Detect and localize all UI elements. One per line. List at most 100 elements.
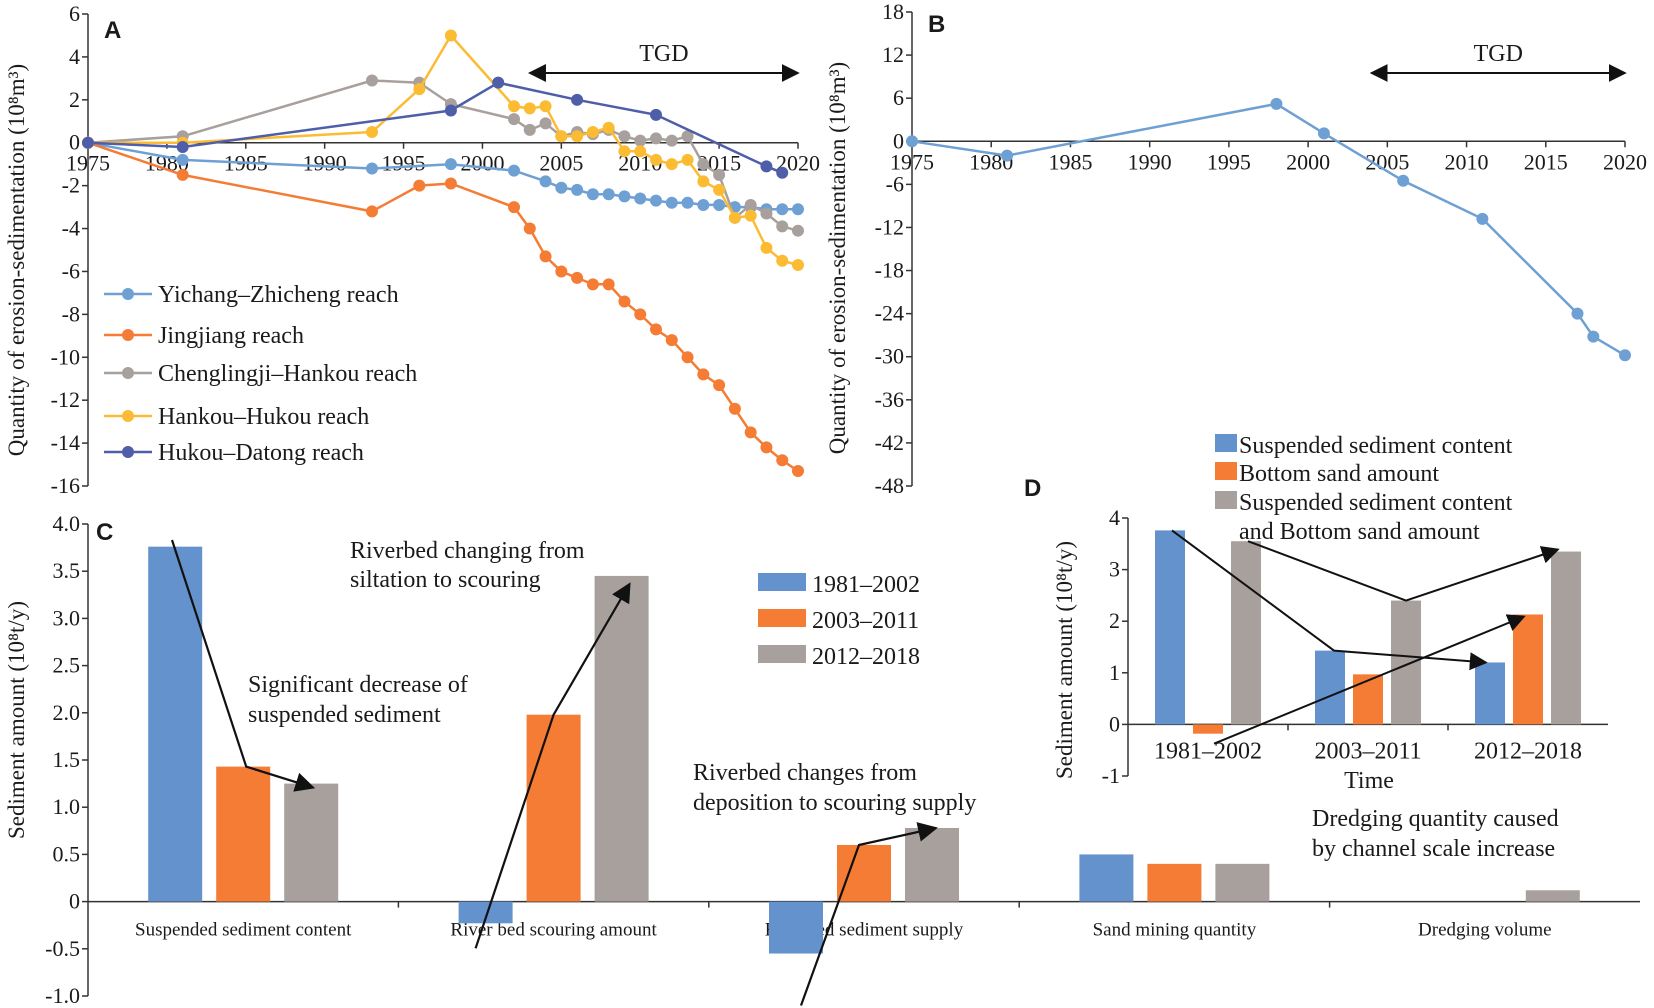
data-point [681, 153, 694, 166]
data-point [697, 198, 710, 211]
data-point [176, 168, 189, 181]
data-point [176, 141, 189, 154]
y-tick-label: 3 [1109, 557, 1120, 582]
category-label: River bed scouring amount [450, 920, 657, 941]
data-point [555, 181, 568, 194]
legend-label: and Bottom sand amount [1239, 519, 1480, 545]
data-point [713, 198, 726, 211]
data-point [744, 209, 757, 222]
y-tick-label: -8 [62, 301, 80, 326]
bar [1391, 600, 1421, 725]
y-tick-label: -10 [51, 344, 80, 369]
category-label: 2003–2011 [1314, 738, 1421, 764]
y-tick-label: -12 [51, 387, 80, 412]
y-tick-label: -36 [875, 387, 904, 412]
data-point [634, 192, 647, 205]
data-point [1270, 97, 1283, 110]
data-point [555, 130, 568, 143]
panel-b-line-chart: B Quantity of erosion-sedimentation (10⁸… [825, 0, 1647, 498]
bar [1079, 854, 1134, 902]
data-point [697, 368, 710, 381]
y-tick-label: 4 [1109, 505, 1120, 530]
data-point [634, 145, 647, 158]
annotation-text: Riverbed changing from [350, 538, 585, 564]
panel-d-label: D [1024, 475, 1041, 502]
data-point [634, 308, 647, 321]
series-line [87, 141, 798, 211]
data-point [792, 464, 804, 477]
bar [1215, 863, 1270, 902]
trend-arrow [474, 582, 631, 949]
legend-label: Hankou–Hukou reach [158, 404, 369, 430]
x-tick-label: 1990 [1128, 149, 1172, 174]
legend-label: Yichang–Zhicheng reach [158, 282, 399, 308]
trend-arrow [1247, 540, 1560, 602]
data-point [681, 351, 694, 364]
data-point [539, 100, 552, 113]
data-point [906, 135, 918, 148]
panel-d-x-axis-label: Time [1344, 768, 1394, 794]
panel-c-y-axis-label: Sediment amount (10⁸t/y) [4, 601, 29, 839]
panel-b-label: B [928, 11, 945, 38]
data-point [650, 323, 662, 336]
data-point [602, 188, 615, 201]
data-point [760, 241, 773, 254]
bar [837, 844, 891, 902]
y-tick-label: -1.0 [45, 983, 80, 1008]
trend-arrow [1171, 529, 1488, 671]
data-point [539, 117, 552, 130]
data-point [602, 121, 615, 134]
annotation-text: suspended sediment [248, 702, 441, 728]
trend-arrow [799, 822, 938, 1006]
data-point [523, 222, 536, 235]
y-tick-label: 12 [882, 42, 904, 67]
y-tick-label: -30 [875, 344, 904, 369]
annotation-text: Dredging quantity caused [1312, 806, 1559, 832]
panel-b-y-axis-label: Quantity of erosion-sedimentation (10⁸m³… [825, 62, 850, 454]
panel-c-label: C [96, 519, 113, 546]
y-tick-label: 4.0 [53, 511, 81, 536]
data-point [508, 113, 520, 126]
bar [769, 901, 823, 954]
data-point [776, 166, 789, 179]
data-point [571, 183, 584, 196]
legend-label: Hukou–Datong reach [158, 440, 364, 466]
data-point [1571, 307, 1584, 320]
legend-label: Bottom sand amount [1239, 461, 1439, 487]
y-tick-label: -14 [51, 430, 80, 455]
tgd-label: TGD [1474, 41, 1523, 67]
data-point [366, 162, 378, 175]
x-tick-label: 1975 [66, 151, 110, 176]
x-tick-label: 1995 [1207, 149, 1251, 174]
legend-swatch [758, 573, 806, 591]
legend-swatch-marker [122, 410, 134, 422]
data-point [571, 130, 584, 143]
tgd-label: TGD [639, 41, 688, 67]
legend-swatch [758, 609, 806, 627]
data-point [792, 224, 804, 237]
data-point [1397, 174, 1410, 187]
y-tick-label: -18 [875, 258, 904, 283]
trend-arrow [1213, 614, 1526, 745]
legend-swatch-marker [122, 367, 134, 379]
series-line [88, 33, 799, 267]
x-tick-label: 2005 [539, 151, 583, 176]
data-point [697, 158, 710, 171]
legend-swatch [1215, 434, 1237, 452]
legend-label: 2003–2011 [812, 608, 919, 634]
category-label: 1981–2002 [1154, 738, 1262, 764]
y-tick-label: 3.0 [53, 605, 81, 630]
legend-label: Chenglingji–Hankou reach [158, 361, 417, 387]
legend-swatch-marker [122, 288, 134, 300]
data-point [82, 136, 94, 149]
bar [1551, 551, 1581, 725]
x-tick-label: 1990 [303, 151, 347, 176]
y-tick-label: -12 [875, 214, 904, 239]
data-point [665, 134, 678, 147]
legend-swatch-marker [122, 446, 134, 458]
bar [526, 714, 581, 902]
panel-d-bar-chart: D Sediment amount (10⁸t/y) Time 4 3 2 1 0 -1 1… [1024, 433, 1608, 794]
data-point [618, 130, 631, 143]
y-tick-label: -2 [62, 173, 80, 198]
data-point [744, 426, 757, 439]
